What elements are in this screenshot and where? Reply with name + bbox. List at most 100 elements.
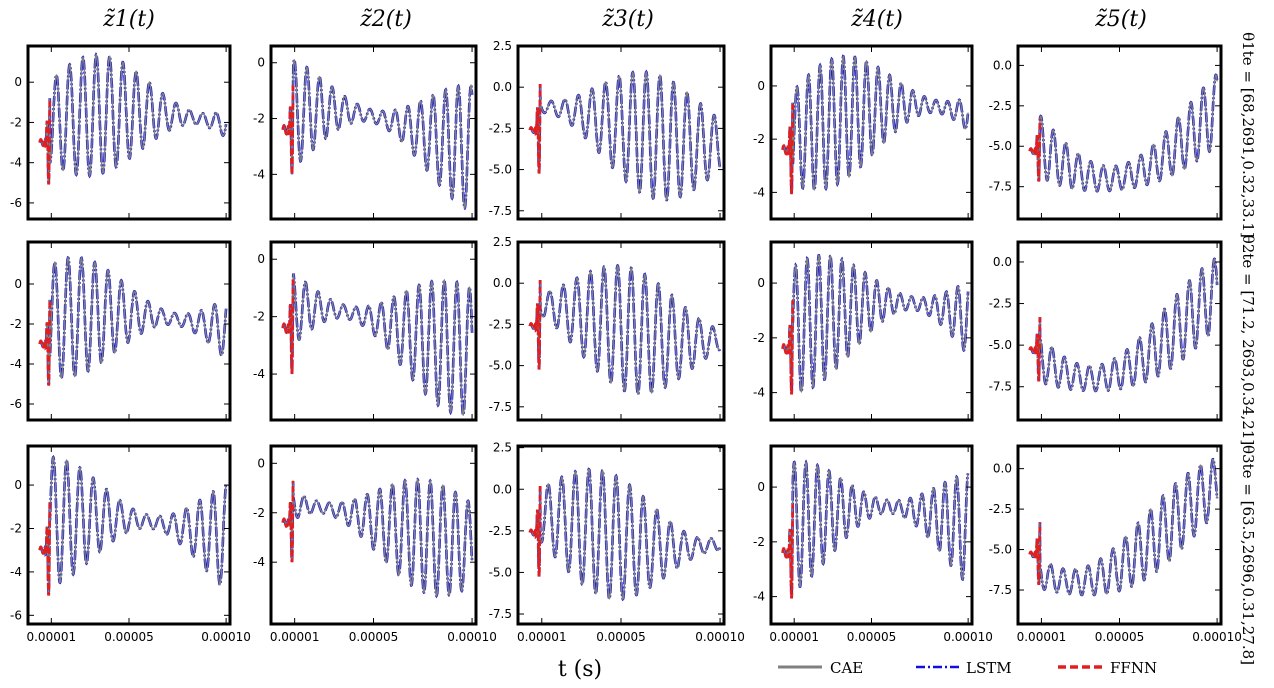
x-tick-label: 0.00010	[695, 630, 745, 644]
series-lstm	[281, 273, 474, 418]
series-ffnn	[281, 279, 295, 375]
y-tick-label: -2	[253, 112, 265, 126]
y-tick-label: -5.0	[489, 163, 512, 177]
series-lstm	[781, 459, 970, 599]
panel-frame	[516, 44, 726, 221]
y-tick-label: -2	[253, 310, 265, 324]
y-tick-label: 2.5	[493, 39, 512, 53]
y-tick-label: -4	[253, 367, 265, 381]
x-tick-label: 0.00001	[1017, 630, 1067, 644]
panel-r3-c1: 0 -2 -4 -6 0.00001 0.00005 0.00010	[10, 444, 251, 644]
x-tick-label: 0.00001	[26, 630, 76, 644]
series-cae	[529, 264, 721, 396]
series-ffnn	[281, 480, 295, 563]
y-tick-label: -2	[10, 115, 22, 129]
series-lstm	[781, 54, 970, 195]
series-cae	[781, 254, 969, 395]
series-cae	[282, 478, 473, 598]
panel-r1-c3: 2.5 0.0 -2.5 -5.0 -7.5	[489, 39, 726, 221]
y-tick-label: -2.5	[989, 99, 1012, 113]
series-ffnn	[38, 299, 52, 386]
y-tick-label: -5.0	[989, 543, 1012, 557]
y-tick-label: 0.0	[993, 58, 1012, 72]
series-cae	[781, 55, 969, 195]
legend-label-lstm: LSTM	[966, 659, 1012, 677]
series-ffnn	[781, 102, 795, 195]
x-tick-label: 0.00001	[270, 630, 320, 644]
panel-frame	[516, 444, 726, 626]
y-tick-label: -4	[753, 185, 765, 199]
series-cae	[282, 273, 473, 417]
row-label-2: θ2te = [71.2, 2693,0.34,21]	[1239, 235, 1257, 445]
panel-r3-c4: 0 -2 -4 0.00001 0.00005 0.00010	[753, 444, 993, 644]
y-tick-label: -2.5	[989, 502, 1012, 516]
series-ffnn	[781, 504, 795, 599]
y-tick-label: 0.0	[993, 255, 1012, 269]
y-tick-label: -2	[10, 317, 22, 331]
y-tick-label: 0	[257, 252, 265, 266]
legend-label-cae: CAE	[830, 659, 863, 677]
row-label-3: θ3te = [63.5,2696,0.31,27.8]	[1239, 445, 1257, 665]
y-tick-label: -2	[753, 535, 765, 549]
panel-r1-c4: 0 -2 -4	[753, 44, 974, 221]
y-tick-label: -2	[253, 506, 265, 520]
y-tick-label: -4	[10, 357, 22, 371]
panel-r1-c2: 0 -2 -4	[253, 44, 478, 221]
x-tick-label: 0.00005	[1095, 630, 1145, 644]
panel-frame	[1016, 240, 1223, 422]
y-tick-label: 0.0	[493, 482, 512, 496]
panel-r2-c3: 2.5 0.0 -2.5 -5.0 -7.5	[489, 235, 726, 422]
row-labels: θ1te = [68,2691,0.32,33.1] θ2te = [71.2,…	[1239, 32, 1257, 665]
y-tick-label: 0	[14, 277, 22, 291]
panel-r3-c5: 0.0 -2.5 -5.0 -7.5 0.00001 0.00005 0.00010	[989, 444, 1242, 644]
series-cae	[39, 53, 227, 185]
legend: CAE LSTM FFNN	[778, 659, 1157, 677]
y-tick-label: -2.5	[489, 317, 512, 331]
y-tick-label: -2.5	[489, 524, 512, 538]
y-tick-label: 2.5	[493, 235, 512, 249]
series-cae	[781, 460, 969, 599]
y-tick-label: -7.5	[989, 180, 1012, 194]
y-tick-label: -4	[10, 156, 22, 170]
x-tick-label: 0.00010	[201, 630, 251, 644]
y-tick-label: 0.0	[993, 462, 1012, 476]
series-cae	[1029, 74, 1218, 192]
column-titles: z̃1(t) z̃2(t) z̃3(t) z̃4(t) z̃5(t)	[102, 7, 1147, 32]
series-cae	[1029, 458, 1218, 596]
column-title-5: z̃5(t)	[1094, 7, 1147, 32]
y-tick-label: -5.0	[989, 338, 1012, 352]
panel-frame	[1016, 44, 1223, 221]
series-ffnn	[1028, 118, 1042, 182]
series-ffnn	[38, 502, 52, 596]
x-tick-label: 0.00005	[596, 630, 646, 644]
panel-r3-c3: 2.5 0.0 -2.5 -5.0 -7.5 0.00001 0.00005 0.00010	[489, 441, 745, 644]
series-cae	[529, 70, 721, 201]
series-ffnn	[1028, 522, 1042, 585]
y-tick-label: -4	[753, 386, 765, 400]
x-tick-label: 0.00001	[769, 630, 819, 644]
panel-frame	[26, 44, 232, 221]
series-ffnn	[528, 485, 542, 577]
y-tick-label: -4	[253, 167, 265, 181]
legend-label-ffnn: FFNN	[1110, 659, 1157, 677]
y-tick-label: 0	[757, 276, 765, 290]
y-tick-label: -5.0	[489, 359, 512, 373]
y-tick-label: -6	[10, 196, 22, 210]
panel-r3-c2: 0 -2 -4 0.00001 0.00005 0.00010	[253, 444, 497, 644]
y-tick-label: -7.5	[989, 583, 1012, 597]
series-cae	[39, 256, 227, 386]
y-tick-label: 0	[14, 75, 22, 89]
panel-r1-c1: 0 -2 -4 -6	[10, 44, 232, 221]
column-title-1: z̃1(t)	[102, 7, 155, 32]
x-tick-label: 0.00010	[447, 630, 497, 644]
y-tick-label: 0.0	[493, 276, 512, 290]
series-ffnn	[528, 279, 542, 370]
y-tick-label: 0	[257, 56, 265, 70]
y-tick-label: 0	[757, 480, 765, 494]
x-tick-label: 0.00010	[1192, 630, 1242, 644]
panel-r2-c5: 0.0 -2.5 -5.0 -7.5	[989, 240, 1223, 422]
panel-r2-c2: 0 -2 -4	[253, 240, 478, 422]
y-tick-label: -6	[10, 608, 22, 622]
panel-grid: 0 -2 -4 -6 0 -2 -4 2.5 0.0 -2.5 -5.0 -7.5 0 -2 -4 0.0 -2…	[10, 39, 1242, 644]
